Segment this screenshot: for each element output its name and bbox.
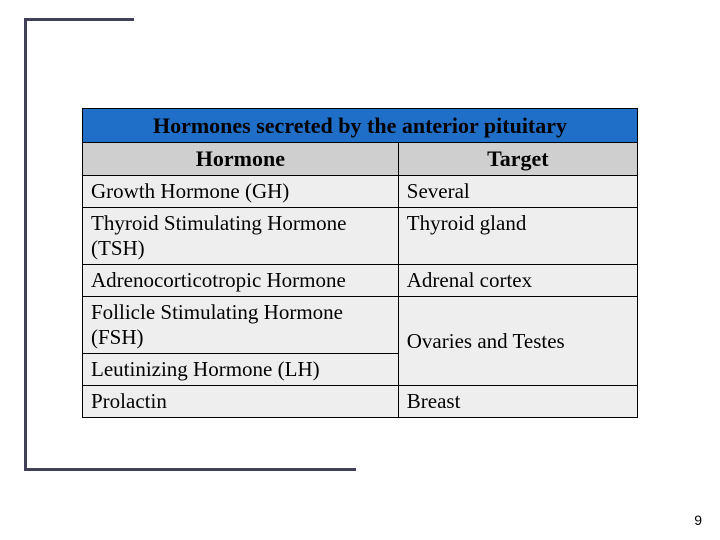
table-row: Growth Hormone (GH) Several (83, 176, 637, 208)
cell-target-merged: Ovaries and Testes (399, 297, 637, 385)
cell-target: Thyroid gland (399, 208, 637, 264)
cell-hormone: Leutinizing Hormone (LH) (83, 354, 398, 385)
table-header-row: Hormone Target (83, 143, 637, 176)
table-row: Thyroid Stimulating Hormone (TSH) Thyroi… (83, 208, 637, 265)
table-row: Adrenocorticotropic Hormone Adrenal cort… (83, 265, 637, 297)
table-row: Prolactin Breast (83, 386, 637, 417)
cell-target: Adrenal cortex (399, 265, 637, 296)
frame-top-decoration (24, 18, 134, 21)
table-merged-row: Follicle Stimulating Hormone (FSH) Leuti… (83, 297, 637, 386)
hormone-table: Hormones secreted by the anterior pituit… (82, 108, 638, 418)
frame-left-decoration (24, 18, 27, 470)
cell-hormone: Follicle Stimulating Hormone (FSH) (83, 297, 398, 354)
cell-hormone: Growth Hormone (GH) (83, 176, 399, 207)
page-number: 9 (694, 512, 702, 528)
header-hormone: Hormone (83, 143, 399, 175)
cell-target: Several (399, 176, 637, 207)
table-title: Hormones secreted by the anterior pituit… (83, 109, 637, 143)
cell-hormone: Thyroid Stimulating Hormone (TSH) (83, 208, 399, 264)
cell-target: Breast (399, 386, 637, 417)
header-target: Target (399, 143, 637, 175)
frame-bottom-decoration (24, 468, 356, 471)
cell-hormone: Adrenocorticotropic Hormone (83, 265, 399, 296)
merged-hormone-cells: Follicle Stimulating Hormone (FSH) Leuti… (83, 297, 399, 385)
cell-hormone: Prolactin (83, 386, 399, 417)
